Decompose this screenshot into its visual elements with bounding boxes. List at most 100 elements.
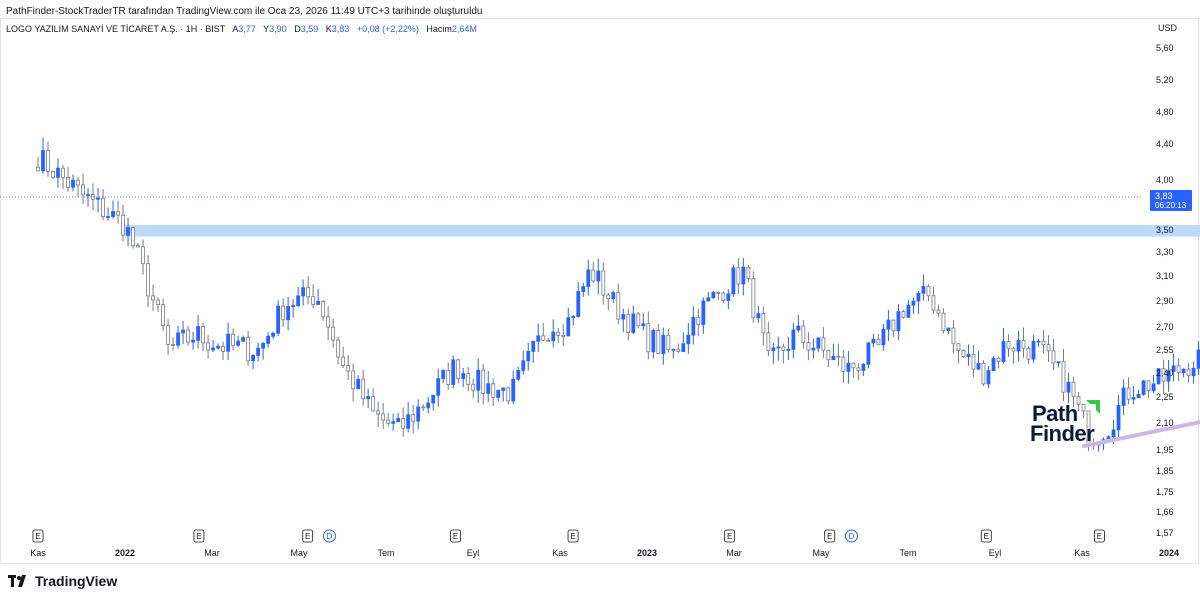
- candle-body: [801, 325, 806, 343]
- earnings-letter: E: [453, 532, 458, 541]
- candle-body: [746, 266, 751, 279]
- y-tick-label: 1,57: [1156, 528, 1174, 538]
- candle-down: [806, 331, 811, 361]
- candle-down: [746, 264, 751, 283]
- candle-up: [911, 297, 916, 314]
- candle-down: [491, 378, 496, 407]
- candle-up: [921, 274, 926, 301]
- candle-up: [581, 282, 586, 297]
- candle-down: [141, 239, 145, 275]
- candle-body: [71, 179, 75, 188]
- earnings-marker[interactable]: E: [193, 529, 205, 543]
- candle-down: [221, 341, 225, 361]
- symbol-name[interactable]: LOGO YAZILIM SANAYİ VE TİCARET A.Ş. · 1H…: [6, 24, 226, 34]
- candle-body: [811, 347, 816, 351]
- earnings-marker[interactable]: E: [1094, 529, 1105, 543]
- candle-body: [296, 295, 301, 306]
- candle-up: [791, 322, 796, 359]
- candle-up: [461, 368, 466, 388]
- candle-up: [571, 315, 576, 326]
- candle-up: [501, 387, 506, 402]
- tradingview-logo[interactable]: TradingView: [8, 573, 117, 589]
- candle-down: [961, 349, 966, 358]
- candle-down: [116, 200, 120, 224]
- candle-body: [381, 413, 386, 421]
- candle-down: [1176, 358, 1181, 381]
- chart-attribution: PathFinder-StockTraderTR tarafından Trad…: [6, 6, 483, 17]
- candle-down: [766, 321, 771, 357]
- earnings-marker[interactable]: E: [450, 529, 462, 543]
- candle-up: [96, 187, 100, 213]
- candle-up: [296, 287, 301, 308]
- candle-body: [361, 378, 366, 400]
- earnings-letter: E: [196, 532, 201, 541]
- candle-body: [301, 287, 306, 297]
- candle-down: [626, 308, 631, 341]
- candle-up: [516, 366, 521, 382]
- candle-body: [836, 355, 841, 358]
- candle-up: [441, 369, 446, 383]
- candle-up: [1131, 386, 1136, 405]
- candle-down: [981, 360, 986, 387]
- watermark-line-2: Finder: [1030, 421, 1095, 446]
- candle-body: [61, 167, 65, 178]
- candle-up: [56, 158, 60, 188]
- dividend-letter: D: [327, 532, 333, 541]
- dividend-marker[interactable]: D: [322, 529, 336, 543]
- candle-up: [226, 322, 230, 361]
- dividend-marker[interactable]: D: [844, 529, 858, 543]
- candle-down: [616, 283, 621, 325]
- x-tick-label: Kas: [30, 548, 46, 558]
- candle-body: [486, 383, 491, 394]
- candle-body: [41, 150, 45, 172]
- candle-body: [1021, 340, 1026, 349]
- candle-body: [321, 300, 326, 318]
- candle-down: [656, 323, 661, 354]
- candle-down: [136, 243, 140, 248]
- green-arrow-icon: [1086, 400, 1100, 414]
- candle-body: [536, 335, 541, 342]
- candle-body: [851, 362, 856, 369]
- candle-body: [711, 292, 716, 299]
- candle-body: [341, 356, 346, 366]
- candle-up: [241, 335, 246, 342]
- candle-body: [686, 334, 691, 345]
- earnings-marker[interactable]: E: [32, 529, 44, 543]
- earnings-marker[interactable]: E: [824, 529, 836, 543]
- volume-value: 2,64M: [451, 24, 477, 34]
- candle-down: [721, 291, 726, 304]
- candle-body: [1196, 349, 1200, 369]
- symbol-legend[interactable]: LOGO YAZILIM SANAYİ VE TİCARET A.Ş. · 1H…: [6, 24, 477, 34]
- candle-up: [1001, 327, 1006, 364]
- earnings-marker[interactable]: E: [724, 529, 736, 543]
- candle-up: [1191, 361, 1196, 384]
- candle-body: [876, 338, 881, 346]
- candle-body: [666, 334, 671, 351]
- candle-up: [391, 413, 396, 431]
- resistance-zone-layer: [125, 225, 1200, 237]
- candle-body: [921, 285, 926, 294]
- earnings-marker[interactable]: E: [302, 529, 314, 543]
- candle-body: [706, 297, 711, 302]
- candle-up: [1031, 335, 1036, 363]
- x-tick-label: Tem: [377, 548, 394, 558]
- candle-body: [626, 314, 631, 333]
- price-chart[interactable]: USD 5,60 5,20 4,80 4,40 4,00 3,50 3,30 3,10 2,90 2…: [0, 0, 1200, 565]
- earnings-marker[interactable]: E: [980, 529, 992, 543]
- earnings-marker[interactable]: E: [567, 529, 579, 543]
- candle-down: [926, 284, 931, 302]
- candle-body: [636, 313, 641, 327]
- candle-up: [291, 299, 296, 318]
- candle-down: [46, 141, 50, 177]
- candle-body: [931, 295, 936, 311]
- candle-body: [186, 329, 190, 343]
- pathfinder-watermark: Path Finder: [1030, 398, 1110, 446]
- candle-body: [291, 305, 296, 307]
- candle-body: [271, 332, 276, 337]
- candle-down: [351, 363, 356, 402]
- candle-body: [826, 349, 831, 361]
- candle-body: [141, 246, 145, 265]
- candle-down: [556, 328, 561, 343]
- candle-body: [36, 166, 40, 172]
